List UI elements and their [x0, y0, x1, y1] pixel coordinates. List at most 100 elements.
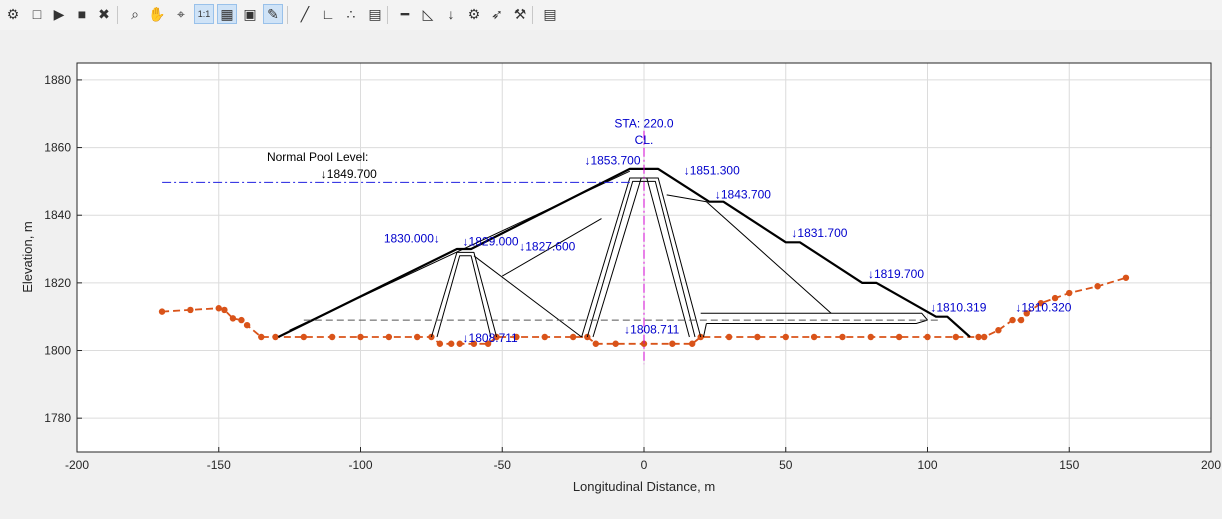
elevation-annotation: ↓1808.711 — [463, 331, 518, 345]
ground-profile-point — [810, 333, 818, 341]
elevation-annotation: ↓1827.600 — [519, 240, 575, 254]
elevation-annotation: ↓1853.700 — [584, 153, 640, 167]
y-tick-label: 1800 — [44, 344, 71, 358]
x-tick-label: 50 — [779, 458, 793, 472]
figure-toolbar: ⚙ □ ▶ ■ ✖ ⌕ ✋ ⌖ 1:1 ▦ ▣ ✎ ╱ ∟ ∴ ▤ ━ ◺ ↓ ⚙ ➶ ⚒ ▤ — [0, 0, 1222, 31]
y-tick-label: 1880 — [44, 73, 71, 87]
ground-profile-point — [541, 333, 548, 341]
elevation-profile-chart: -200 -150 -100 -50 0 50 100 150 200 1780 1800 1820 1… — [0, 30, 1222, 519]
open-file-icon[interactable]: ▶ — [53, 6, 65, 22]
ground-profile-point — [1066, 289, 1073, 297]
x-axis-label: Longitudinal Distance, m — [573, 479, 715, 494]
cog-icon[interactable]: ⚙ — [467, 6, 481, 22]
ground-profile-point — [238, 316, 245, 324]
pan-hand-icon[interactable]: ✋ — [148, 6, 166, 22]
y-axis-label: Elevation, m — [20, 221, 35, 293]
ground-profile-point — [436, 340, 444, 347]
ground-profile-point — [456, 340, 463, 347]
y-tick-label: 1860 — [44, 141, 71, 155]
link-data-icon[interactable]: ✖ — [98, 6, 110, 22]
run-icon[interactable]: ➶ — [491, 6, 503, 22]
draw-points-icon[interactable]: ∴ — [346, 6, 356, 22]
ground-profile-point — [448, 340, 455, 347]
elevation-annotation: Normal Pool Level: — [267, 150, 368, 164]
edit-plot-icon[interactable]: ✎ — [263, 4, 283, 24]
ground-profile-point — [754, 333, 761, 341]
ground-profile-point — [725, 333, 733, 341]
ground-profile-point — [1122, 274, 1130, 281]
grid-toggle-icon[interactable]: ▦ — [217, 4, 237, 24]
ground-profile-point — [981, 333, 988, 341]
toolbar-separator — [532, 6, 533, 24]
x-tick-label: -100 — [348, 458, 372, 472]
ground-profile-point — [158, 308, 166, 315]
toolbar-separator — [287, 6, 288, 24]
ground-profile-point — [612, 340, 619, 347]
ground-profile-point — [1009, 316, 1016, 324]
x-tick-label: -200 — [65, 458, 89, 472]
x-tick-label: 100 — [917, 458, 937, 472]
series-upstream-filter-zone-right — [436, 255, 492, 338]
series-dam-outer-boundary — [277, 167, 971, 338]
ground-profile-point — [357, 333, 364, 341]
ground-profile-point — [669, 340, 676, 347]
ground-profile-point — [414, 333, 421, 341]
x-tick-label: -150 — [207, 458, 231, 472]
ground-profile-point — [328, 333, 336, 341]
document-icon[interactable]: ▤ — [543, 6, 557, 22]
elevation-annotation: ↓1831.700 — [791, 226, 847, 240]
ground-profile-point — [924, 333, 931, 341]
ground-profile-point — [1017, 316, 1025, 324]
axis-ticks: -200 -150 -100 -50 0 50 100 150 200 1780 1800 1820 1… — [44, 73, 1221, 472]
plot-area-border — [76, 62, 1212, 453]
x-tick-label: -50 — [494, 458, 512, 472]
table-export-icon[interactable]: ▤ — [368, 6, 382, 22]
profile-icon[interactable]: ◺ — [422, 6, 434, 22]
series-internal-line-2 — [502, 218, 602, 277]
ground-profile-point — [782, 333, 789, 341]
draw-axes-icon[interactable]: ∟ — [321, 6, 335, 22]
ground-profile-point — [221, 306, 228, 314]
ground-profile-point — [385, 333, 393, 341]
zoom-icon[interactable]: ⌕ — [131, 6, 139, 22]
ground-profile-point — [640, 340, 648, 347]
series-drain-top — [700, 312, 928, 321]
settings-gear-icon[interactable]: ⚙ — [6, 6, 20, 22]
aspect-1-1-icon[interactable]: 1:1 — [194, 4, 214, 24]
new-figure-icon[interactable]: □ — [32, 6, 42, 22]
draw-line-icon[interactable]: ╱ — [300, 6, 310, 22]
x-tick-label: 150 — [1059, 458, 1079, 472]
elevation-annotation: ↓1810.319 — [930, 301, 986, 315]
ground-profile-point — [592, 340, 600, 347]
ground-profile-point — [1037, 299, 1045, 307]
ground-profile-point — [300, 333, 307, 341]
elevation-annotation: ↓1819.700 — [868, 267, 924, 281]
ground-profile-point — [513, 333, 520, 341]
tools-icon[interactable]: ⚒ — [513, 6, 527, 22]
ground-profile-point — [839, 333, 846, 341]
ground-profile-point — [569, 333, 577, 341]
ground-profile-point — [470, 340, 478, 347]
data-cursor-icon[interactable]: ⌖ — [177, 6, 185, 22]
x-tick-label: 200 — [1201, 458, 1221, 472]
ground-profile-point — [895, 333, 903, 341]
ground-profile-point — [975, 333, 982, 341]
box-toggle-icon[interactable]: ▣ — [243, 6, 257, 22]
ruler-icon[interactable]: ━ — [400, 6, 410, 22]
ground-profile-point — [1023, 310, 1030, 317]
elevation-annotation: CL. — [635, 133, 654, 147]
series-core-right — [586, 180, 696, 338]
ground-profile-point — [995, 327, 1002, 334]
elevation-annotation: ↓1808.711 — [624, 323, 679, 337]
chart-series — [158, 130, 1130, 365]
grid-lines — [76, 63, 1212, 452]
x-tick-label: 0 — [641, 458, 648, 472]
elevation-annotation: ↓1829.000 — [463, 235, 519, 249]
series-upstream-filter-zone-left — [430, 251, 498, 338]
series-internal-line-4 — [666, 194, 832, 314]
save-disk-icon[interactable]: ■ — [77, 6, 87, 22]
ground-profile-point — [187, 306, 194, 314]
arrow-down-icon[interactable]: ↓ — [447, 6, 455, 22]
y-tick-label: 1780 — [44, 411, 71, 425]
ground-profile-point — [243, 321, 251, 329]
